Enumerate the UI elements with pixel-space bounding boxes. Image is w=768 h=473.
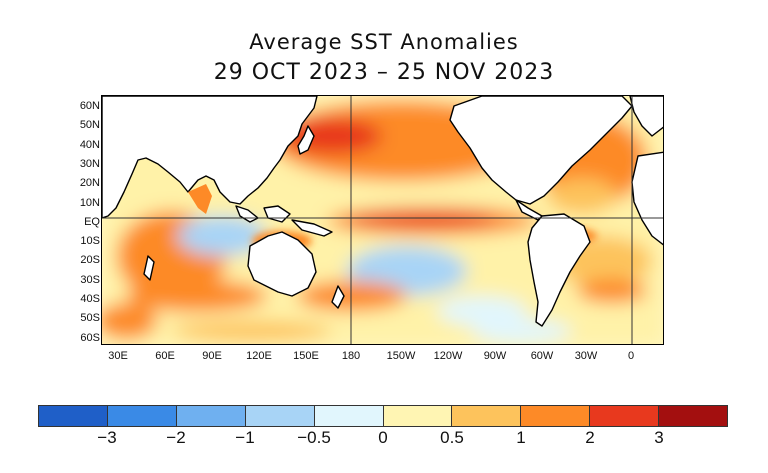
colorbar-label: 3: [654, 428, 664, 447]
lat-label: 30S: [80, 273, 100, 286]
lat-label: EQ: [84, 215, 100, 228]
lat-label: 40S: [80, 293, 100, 305]
lat-label: 60S: [80, 331, 100, 344]
lat-label: 30N: [79, 157, 100, 170]
lat-label: 50S: [80, 312, 100, 325]
lon-label: 60W: [530, 350, 554, 362]
lon-label: 30W: [574, 350, 598, 362]
lat-label: 60N: [79, 100, 100, 112]
colorbar-label: −1: [235, 428, 255, 447]
colorbar-swatch: [107, 406, 177, 426]
lon-label: 90E: [202, 350, 222, 362]
colorbar-label: 1: [516, 428, 526, 447]
lon-label: 120W: [433, 350, 463, 362]
colorbar-swatch: [245, 406, 315, 426]
map-title: Average SST Anomalies: [249, 30, 519, 54]
lat-label: 40N: [79, 138, 100, 151]
lat-label: 10S: [80, 235, 100, 248]
lon-label: 120E: [246, 350, 272, 362]
colorbar-label: −3: [97, 428, 117, 447]
colorbar-label: 2: [585, 428, 595, 447]
colorbar-swatch: [659, 406, 728, 426]
lon-label: 0: [627, 350, 635, 362]
lat-label: 20S: [80, 254, 100, 267]
lon-label: 60E: [155, 350, 175, 362]
lon-label: 90W: [483, 350, 507, 362]
lon-label: 180: [341, 350, 361, 362]
lat-label: 10N: [79, 196, 100, 209]
colorbar-label: 0.5: [440, 428, 464, 447]
colorbar-swatch: [383, 406, 453, 426]
lat-label: 50N: [79, 119, 100, 132]
colorbar-swatch: [590, 406, 660, 426]
colorbar-label: −0.5: [297, 428, 331, 447]
colorbar-swatch: [521, 406, 591, 426]
colorbar-swatch: [314, 406, 384, 426]
lon-label: 150W: [386, 350, 416, 362]
colorbar-swatch: [176, 406, 246, 426]
sst-anomaly-map: [101, 95, 664, 345]
colorbar-swatch: [39, 406, 108, 426]
colorbar: [38, 405, 728, 427]
lon-label: 150E: [293, 350, 319, 362]
lon-label: 30E: [108, 350, 128, 362]
map-canvas: [102, 96, 663, 344]
lat-label: 20N: [79, 177, 100, 190]
colorbar-label: −2: [166, 428, 186, 447]
colorbar-swatch: [452, 406, 522, 426]
colorbar-label: 0: [378, 428, 388, 447]
map-date-range: 29 OCT 2023 – 25 NOV 2023: [213, 60, 555, 85]
